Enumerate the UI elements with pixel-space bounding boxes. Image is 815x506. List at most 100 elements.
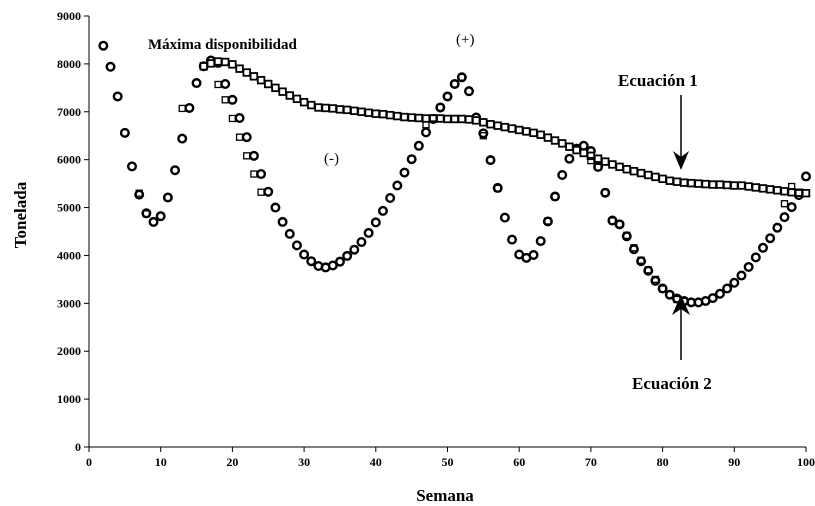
data-point (578, 140, 589, 151)
y-tick-label: 6000 (57, 153, 81, 167)
data-point (572, 145, 581, 155)
data-point (243, 152, 251, 160)
data-point (135, 189, 143, 197)
y-tick-label: 8000 (57, 57, 81, 71)
data-point (722, 283, 733, 294)
y-tick-label: 4000 (57, 248, 81, 262)
data-point (206, 59, 216, 68)
data-point (644, 266, 652, 274)
data-point (177, 133, 188, 144)
data-point (780, 200, 789, 208)
data-point (385, 192, 396, 203)
data-point (314, 103, 323, 112)
x-tick-label: 90 (728, 455, 740, 469)
data-point (464, 86, 475, 97)
data-point (357, 107, 366, 116)
data-point (321, 103, 330, 113)
data-point (105, 61, 116, 72)
x-tick-label: 40 (370, 455, 382, 469)
data-point (184, 102, 195, 113)
data-point (664, 289, 675, 300)
data-point (644, 170, 653, 180)
data-point (248, 150, 259, 161)
data-point (458, 73, 466, 81)
data-marks (98, 40, 812, 308)
data-point (98, 40, 109, 51)
data-point (457, 114, 467, 124)
data-point (270, 202, 281, 213)
data-point (750, 252, 761, 263)
data-point (170, 165, 181, 176)
data-point (666, 291, 674, 299)
y-tick-label: 5000 (57, 201, 81, 215)
data-point (249, 72, 259, 81)
data-point (757, 242, 768, 253)
data-point (564, 153, 575, 164)
data-point (413, 140, 424, 151)
y-tick-label: 9000 (57, 9, 81, 23)
data-point (213, 57, 223, 66)
data-point (751, 183, 761, 192)
data-point (350, 106, 359, 116)
data-point (456, 72, 467, 83)
data-point (148, 216, 159, 227)
data-point (277, 216, 288, 227)
data-point (629, 166, 639, 176)
data-point (178, 104, 186, 113)
data-point (436, 103, 444, 112)
data-point (256, 75, 266, 85)
data-point (558, 139, 567, 148)
data-point (658, 285, 667, 293)
data-point (285, 91, 294, 100)
data-point (608, 160, 617, 169)
data-point (722, 180, 732, 190)
data-point (443, 114, 452, 124)
x-tick-label: 50 (442, 455, 454, 469)
data-point (478, 128, 489, 139)
data-point (485, 155, 496, 166)
x-tick-label: 70 (585, 455, 597, 469)
data-point (801, 188, 811, 198)
data-point (399, 167, 410, 178)
data-point (214, 80, 222, 89)
data-point (758, 184, 768, 193)
data-point (420, 127, 431, 138)
y-tick-label: 0 (75, 440, 81, 454)
data-point (228, 114, 237, 123)
data-point (687, 178, 696, 188)
data-point (679, 178, 689, 187)
data-point (119, 127, 130, 138)
series-2 (199, 57, 811, 198)
data-point (615, 220, 624, 228)
data-point (228, 60, 237, 69)
data-point (385, 110, 395, 120)
data-point (256, 169, 267, 180)
data-point (694, 179, 703, 188)
series-3 (135, 73, 803, 307)
data-point (651, 275, 660, 284)
data-point (436, 114, 445, 123)
data-point (658, 174, 667, 184)
data-point (464, 115, 474, 124)
data-point (257, 188, 265, 196)
y-tick-label: 3000 (57, 296, 81, 310)
data-point (515, 125, 524, 135)
data-point (306, 256, 317, 267)
data-point (494, 184, 502, 193)
data-point (442, 91, 453, 102)
data-point (291, 240, 302, 251)
data-point (342, 105, 352, 115)
data-point (278, 87, 287, 96)
data-point (378, 109, 388, 119)
data-point (737, 181, 746, 190)
data-point (551, 192, 559, 201)
data-point (349, 244, 360, 255)
annotation-minus: (-) (324, 151, 339, 167)
data-point (486, 156, 495, 164)
arrow-ecuacion-2 (672, 295, 690, 360)
data-point (271, 83, 280, 93)
data-point (377, 205, 388, 216)
y-tick-label: 2000 (57, 344, 81, 358)
data-point (155, 211, 166, 222)
